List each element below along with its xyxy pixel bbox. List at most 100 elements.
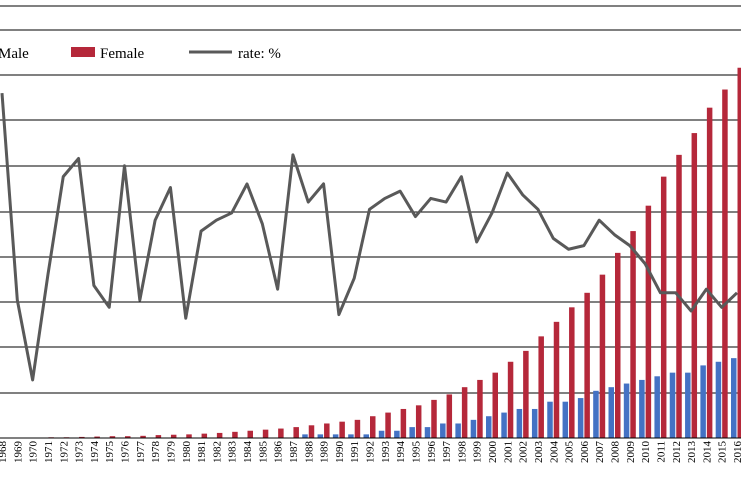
bar-female-1983: [232, 431, 238, 438]
bar-female-1974: [94, 436, 100, 438]
bar-female-2014: [706, 107, 713, 439]
x-tick-label: 2004: [548, 441, 560, 464]
x-tick-label: 1975: [104, 441, 116, 464]
bar-female-1993: [385, 412, 391, 438]
x-tick-label: 1999: [472, 441, 484, 464]
x-tick-label: 2002: [518, 441, 530, 463]
x-tick-label: 2006: [579, 441, 591, 464]
bar-male-2005: [562, 401, 569, 438]
bar-female-1978: [155, 435, 162, 438]
bar-female-1981: [201, 433, 208, 438]
bar-female-1987: [293, 427, 299, 438]
x-tick-label: 2000: [487, 441, 499, 464]
bar-male-1997: [440, 423, 446, 438]
bar-female-1990: [339, 421, 345, 438]
bar-male-2003: [531, 408, 538, 438]
bar-female-1977: [140, 435, 146, 438]
x-tick-label: 1974: [89, 441, 101, 464]
x-tick-label: 1985: [257, 441, 269, 464]
bar-female-1998: [461, 387, 468, 438]
x-tick-label: 2016: [732, 441, 741, 464]
x-tick-label: 1996: [426, 441, 438, 464]
bar-female-2016: [737, 67, 741, 439]
bar-male-1994: [394, 430, 400, 438]
bar-female-1982: [216, 432, 223, 438]
x-tick-label: 2009: [625, 441, 637, 464]
x-tick-label: 1998: [456, 441, 468, 464]
bar-male-2012: [669, 372, 676, 438]
bar-male-1996: [424, 427, 431, 438]
x-tick-label: 1977: [135, 441, 147, 464]
x-tick-label: 2014: [701, 441, 713, 464]
bar-male-1990: [332, 434, 339, 438]
bar-female-2007: [599, 274, 606, 438]
bar-female-2010: [645, 205, 652, 438]
x-tick-label: 2015: [717, 441, 729, 464]
bar-female-1984: [247, 430, 253, 438]
bar-male-1992: [363, 434, 369, 438]
x-tick-label: 1994: [395, 441, 407, 464]
bar-female-2004: [553, 321, 560, 438]
bar-female-2002: [523, 350, 529, 438]
bar-female-1991: [354, 419, 361, 438]
bar-male-2007: [593, 390, 599, 438]
bars: [2, 67, 741, 439]
bar-female-1995: [415, 405, 422, 438]
bar-male-2016: [731, 358, 737, 438]
x-tick-label: 2010: [640, 441, 652, 464]
x-tick-label: 1978: [150, 441, 162, 464]
x-tick-label: 2007: [594, 441, 606, 464]
legend-swatch-female: [71, 47, 95, 57]
bar-female-1985: [262, 429, 269, 438]
rate-line: [0, 93, 739, 382]
x-tick-label: 2003: [533, 441, 545, 464]
bar-female-1994: [400, 408, 407, 438]
bar-male-2009: [623, 383, 630, 438]
x-tick-label: 1969: [12, 441, 24, 464]
x-tick-label: 1976: [120, 441, 132, 464]
x-tick-label: 1995: [410, 441, 422, 464]
x-tick-label: 2012: [671, 441, 683, 463]
x-tick-label: 2011: [655, 441, 667, 463]
gridlines: [0, 5, 741, 394]
x-tick-label: 1982: [211, 441, 223, 463]
bar-male-2001: [501, 412, 507, 438]
legend-label-male: Male: [0, 46, 29, 62]
x-tick-label: 1989: [319, 441, 331, 464]
bar-male-2004: [547, 401, 553, 438]
x-tick-label: 1984: [242, 441, 254, 464]
x-tick-label: 1970: [28, 441, 40, 464]
bar-female-1980: [186, 434, 192, 438]
bar-male-2008: [608, 387, 614, 438]
x-tick-label: 1979: [165, 441, 177, 464]
bar-male-1991: [348, 434, 354, 438]
x-tick-label: 1997: [441, 441, 453, 464]
bar-male-1998: [455, 423, 461, 438]
bar-male-2000: [486, 416, 492, 438]
bar-male-1995: [409, 427, 415, 438]
bar-male-1993: [378, 430, 385, 438]
bar-female-2013: [691, 133, 698, 438]
bar-female-2015: [722, 89, 728, 439]
bar-male-1988: [302, 434, 308, 438]
x-tick-label: 1968: [0, 441, 9, 464]
bar-female-1999: [477, 379, 483, 438]
bar-male-2010: [639, 379, 645, 438]
bar-female-2005: [569, 307, 575, 438]
x-tick-labels: 1968 1969 1970 1971 1972 1973 1974 1975 1976 1977…: [0, 441, 741, 464]
bar-female-2001: [507, 361, 514, 438]
x-tick-label: 1972: [58, 441, 70, 463]
bar-female-1973: [79, 436, 85, 438]
x-tick-label: 1973: [74, 441, 86, 464]
x-tick-label: 1988: [303, 441, 315, 464]
bar-male-2013: [685, 372, 691, 438]
x-tick-label: 2001: [502, 441, 514, 463]
bar-male-1999: [470, 419, 477, 438]
bar-male-2006: [577, 398, 584, 438]
x-tick-label: 1981: [196, 441, 208, 463]
bar-female-1988: [308, 425, 315, 438]
bar-female-1989: [324, 423, 330, 438]
bar-female-2011: [660, 176, 667, 438]
x-tick-label: 2005: [564, 441, 576, 464]
